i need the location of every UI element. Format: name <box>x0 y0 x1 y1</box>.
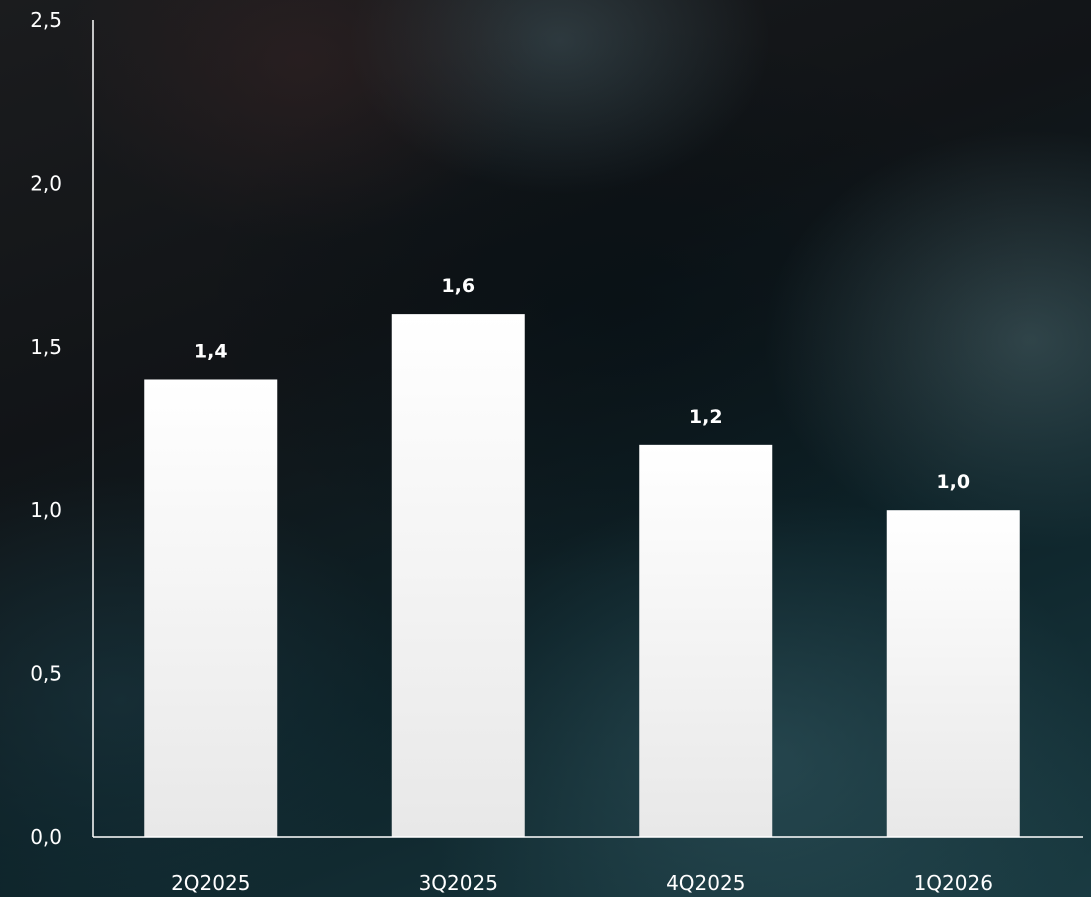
y-tick-label: 0,0 <box>30 825 62 849</box>
x-tick-label: 3Q2025 <box>419 871 498 895</box>
y-tick-label: 0,5 <box>30 662 62 686</box>
y-tick-label: 1,5 <box>30 335 62 359</box>
data-label-4Q2025: 1,2 <box>689 406 723 428</box>
x-axis-labels: 2Q2025 3Q2025 4Q2025 1Q2026 <box>171 871 993 895</box>
bar-1Q2026 <box>886 510 1020 837</box>
y-tick-label: 1,0 <box>30 498 62 522</box>
data-label-3Q2025: 1,6 <box>441 275 475 297</box>
data-label-1Q2026: 1,0 <box>936 471 970 493</box>
x-tick-label: 4Q2025 <box>666 871 745 895</box>
bars-group <box>144 314 1020 837</box>
y-axis-ticks: 0,0 0,5 1,0 1,5 2,0 2,5 <box>30 8 62 849</box>
x-tick-label: 2Q2025 <box>171 871 250 895</box>
bar-2Q2025 <box>144 379 278 837</box>
data-labels-group: 1,4 1,6 1,2 1,0 <box>194 275 970 493</box>
bar-4Q2025 <box>639 444 773 837</box>
y-tick-label: 2,5 <box>30 8 62 32</box>
data-label-2Q2025: 1,4 <box>194 340 228 362</box>
y-tick-label: 2,0 <box>30 171 62 195</box>
x-tick-label: 1Q2026 <box>914 871 993 895</box>
bar-3Q2025 <box>391 314 525 837</box>
